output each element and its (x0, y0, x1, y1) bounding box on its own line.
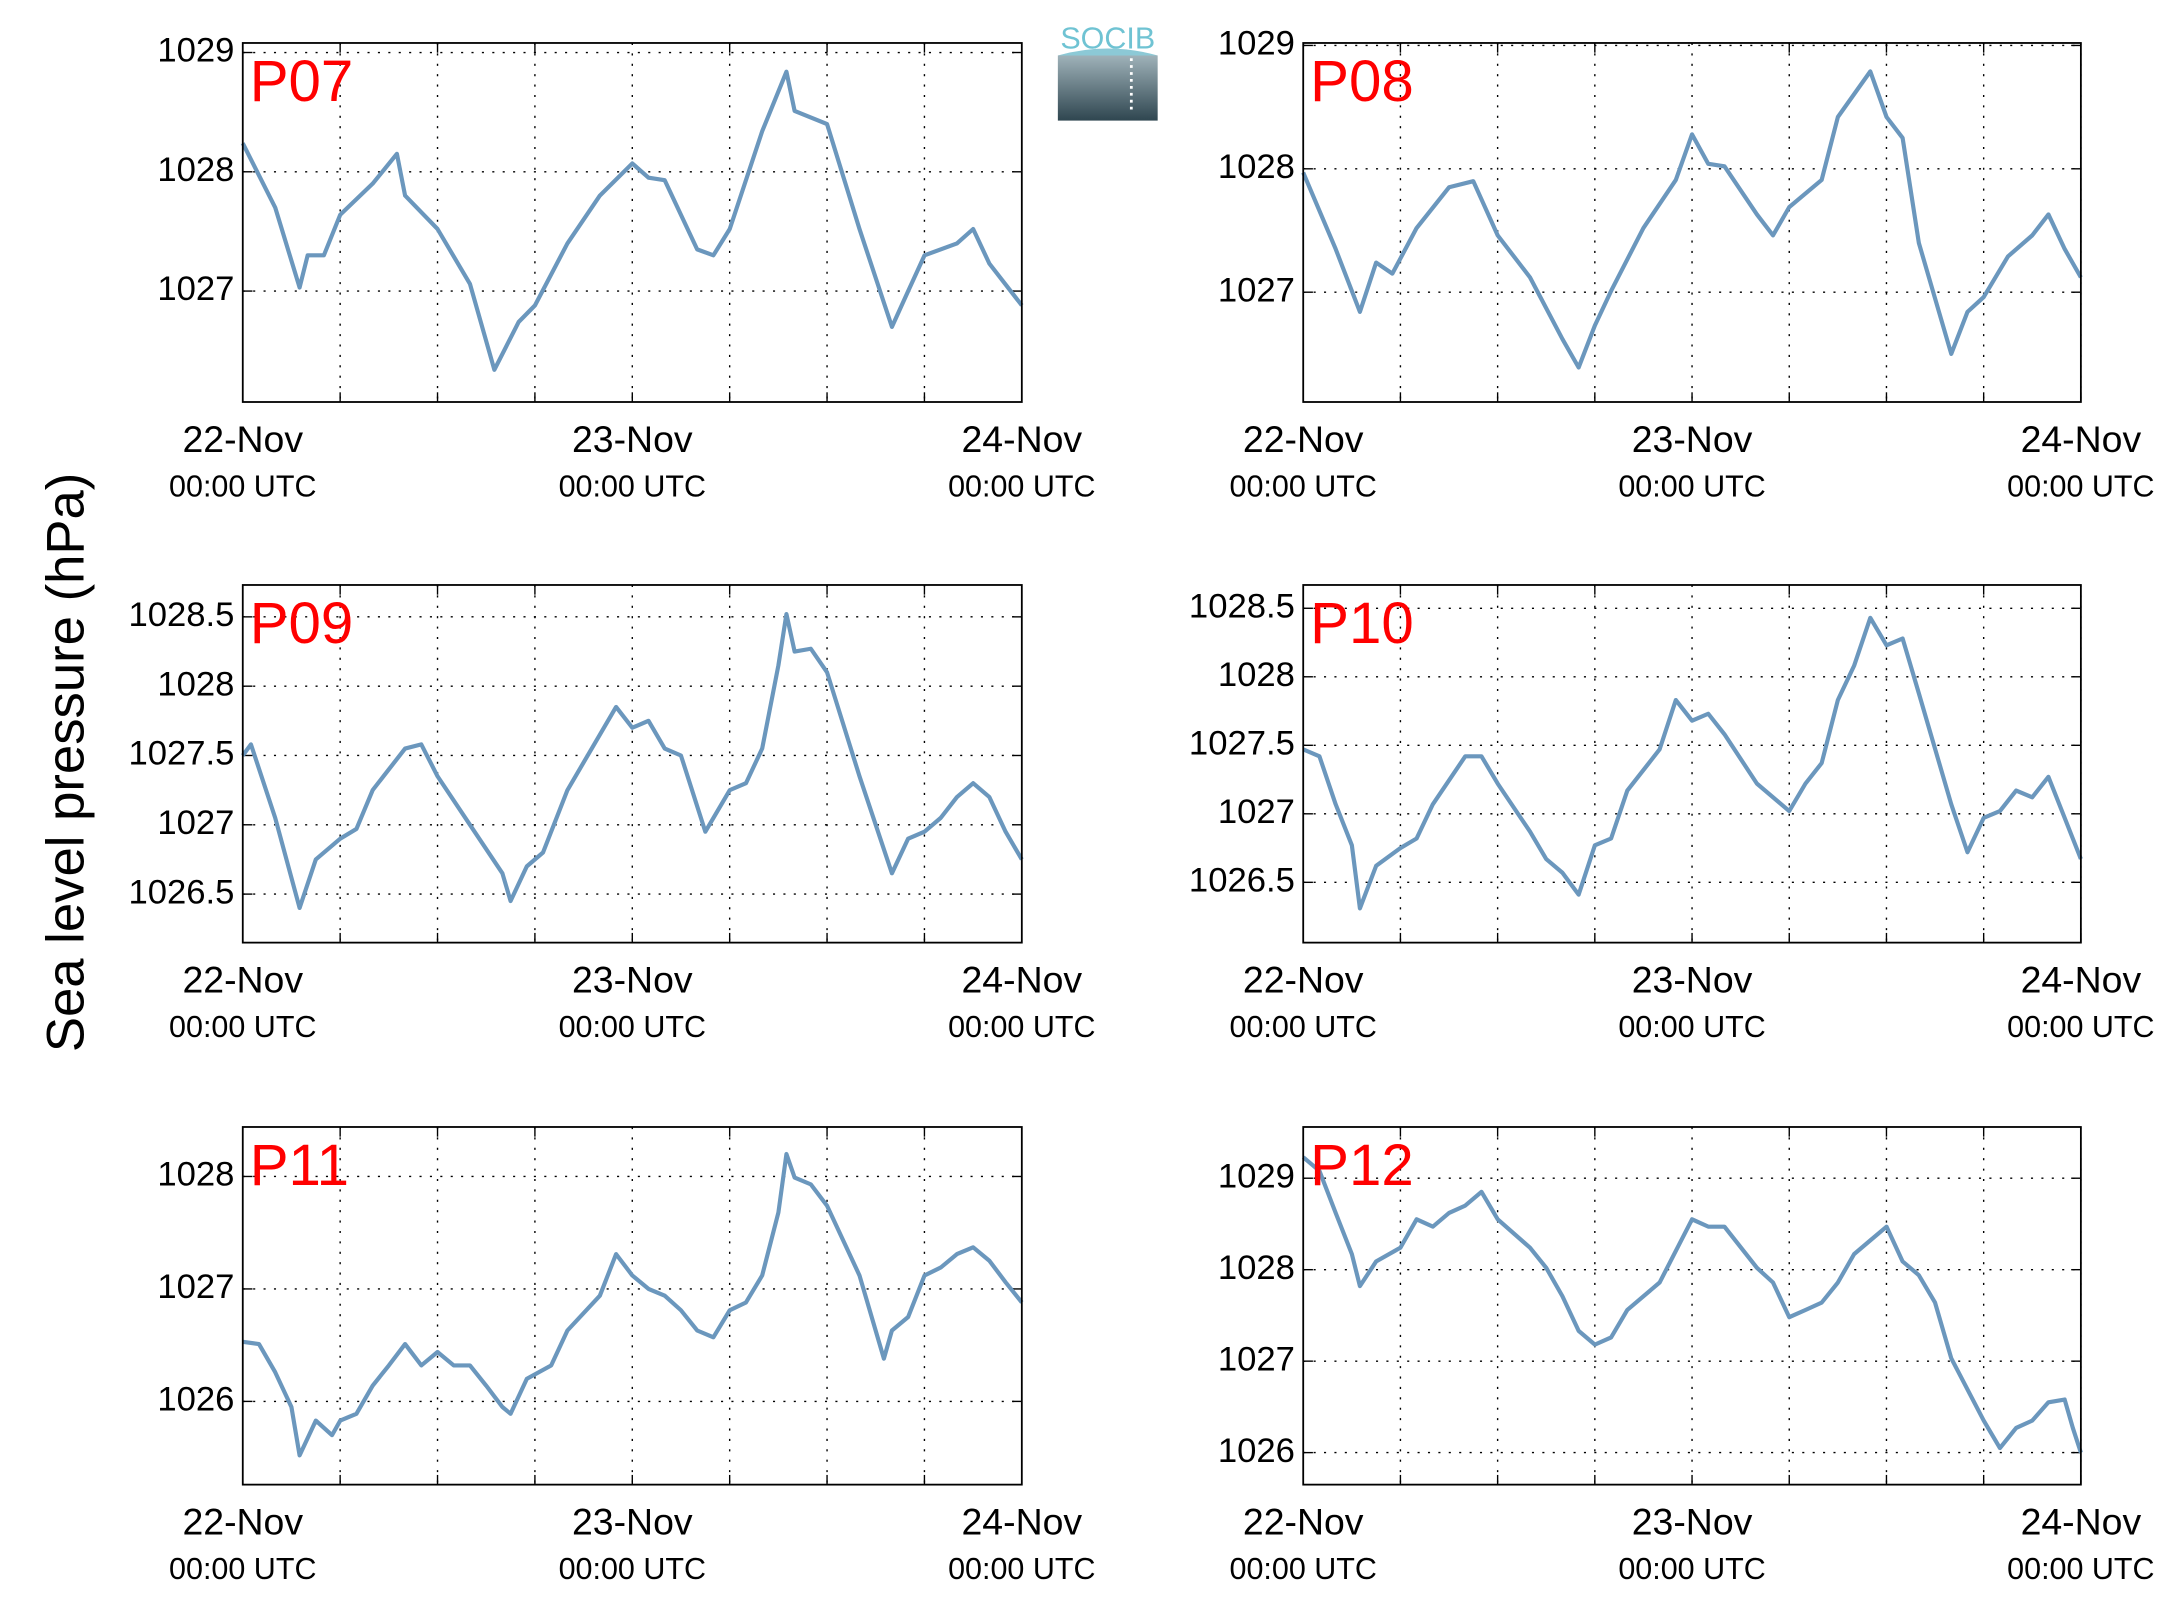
plot-frame (241, 584, 1023, 944)
y-tick-label: 1026 (157, 1381, 234, 1419)
y-tick-label: 1028.5 (128, 596, 234, 634)
x-tick-label: 24-Nov (2021, 418, 2142, 460)
logo-box (1057, 55, 1158, 121)
x-tick-sublabel: 00:00 UTC (2007, 1552, 2154, 1586)
plot-frame (241, 1126, 1023, 1486)
series-line (242, 1151, 1024, 1458)
panel-title: P12 (1310, 1133, 1414, 1198)
y-axis-label: Sea level pressure (hPa) (36, 473, 95, 1053)
x-tick-sublabel: 00:00 UTC (948, 1552, 1095, 1586)
x-tick-sublabel: 00:00 UTC (169, 469, 316, 503)
panel-title: P09 (250, 591, 354, 656)
x-tick-sublabel: 00:00 UTC (559, 1552, 706, 1586)
x-tick-sublabel: 00:00 UTC (948, 469, 1095, 503)
y-tick-label: 1027.5 (128, 735, 234, 773)
x-tick-sublabel: 00:00 UTC (1230, 1552, 1377, 1586)
plot-area (1303, 42, 2081, 402)
logo-wave (1057, 48, 1158, 56)
series-line (1302, 615, 2083, 911)
logo-text: SOCIB (1060, 22, 1155, 56)
y-tick-label: 1027 (157, 270, 234, 308)
series-line (1301, 1155, 2083, 1454)
y-tick-label: 1028 (1218, 656, 1295, 694)
plot-frame (1302, 1126, 2082, 1486)
panel: 1026 1027 1028 1029 22-Nov 00:00 UTC 23-Nov 00:… (1218, 1126, 2155, 1586)
x-tick-label: 24-Nov (2021, 959, 2142, 1001)
x-tick-label: 24-Nov (2021, 1501, 2142, 1543)
y-tick-label: 1027 (1218, 271, 1295, 309)
y-tick-label: 1029 (1218, 25, 1295, 63)
series-line (1301, 69, 2083, 370)
x-tick-sublabel: 00:00 UTC (948, 1010, 1095, 1044)
x-tick-sublabel: 00:00 UTC (2007, 469, 2154, 503)
x-tick-sublabel: 00:00 UTC (1618, 1010, 1765, 1044)
y-tick-label: 1027.5 (1189, 724, 1295, 762)
x-tick-label: 23-Nov (572, 418, 693, 460)
x-tick-sublabel: 00:00 UTC (2007, 1010, 2154, 1044)
panel-title: P08 (1310, 49, 1414, 114)
y-tick-label: 1029 (157, 32, 234, 70)
x-tick-label: 23-Nov (1632, 959, 1753, 1001)
x-tick-sublabel: 00:00 UTC (1230, 1010, 1377, 1044)
x-tick-label: 22-Nov (182, 418, 303, 460)
y-tick-label: 1028.5 (1189, 587, 1295, 625)
plot-area (242, 42, 1022, 402)
panel: 1027 1028 1029 22-Nov 00:00 UTC 23-Nov 00:00 U… (157, 32, 1095, 504)
panel-title: P10 (1310, 591, 1414, 656)
panel: 1027 1028 1029 22-Nov 00:00 UTC 23-Nov 00:00 U… (1218, 25, 2155, 504)
plot-frame (1302, 42, 2082, 403)
x-tick-sublabel: 00:00 UTC (1230, 469, 1377, 503)
x-tick-label: 23-Nov (1632, 418, 1753, 460)
panel-title: P11 (250, 1133, 349, 1198)
x-tick-label: 22-Nov (182, 1501, 303, 1543)
x-tick-sublabel: 00:00 UTC (169, 1552, 316, 1586)
x-tick-label: 22-Nov (1243, 1501, 1364, 1543)
logo: SOCIB (1057, 22, 1158, 121)
panel: 1026.5 1027 1027.5 1028 1028.5 22-Nov 00:00 UT… (128, 584, 1096, 1044)
y-tick-label: 1027 (157, 1268, 234, 1306)
y-tick-label: 1027 (1218, 793, 1295, 831)
y-tick-label: 1028 (157, 151, 234, 189)
y-tick-label: 1026.5 (1189, 861, 1295, 899)
x-tick-label: 24-Nov (962, 959, 1083, 1001)
y-tick-label: 1026 (1218, 1432, 1295, 1470)
series-line (240, 69, 1024, 372)
x-tick-sublabel: 00:00 UTC (559, 469, 706, 503)
x-tick-label: 22-Nov (182, 959, 303, 1001)
x-tick-label: 23-Nov (572, 959, 693, 1001)
x-tick-label: 22-Nov (1243, 418, 1364, 460)
panel: 1026 1027 1028 22-Nov 00:00 UTC 23-Nov 00:00 U… (157, 1126, 1096, 1586)
x-tick-sublabel: 00:00 UTC (1618, 1552, 1765, 1586)
series-line (241, 612, 1024, 911)
x-tick-sublabel: 00:00 UTC (1618, 469, 1765, 503)
plot-frame (241, 42, 1023, 403)
y-tick-label: 1027 (157, 804, 234, 842)
y-tick-label: 1028 (1218, 148, 1295, 186)
y-tick-label: 1029 (1218, 1157, 1295, 1195)
panel: 1026.5 1027 1027.5 1028 1028.5 22-Nov 00:00 UT… (1189, 584, 2155, 1044)
plot-frame (1302, 584, 2082, 944)
panel-title: P07 (250, 49, 354, 114)
x-tick-sublabel: 00:00 UTC (559, 1010, 706, 1044)
y-tick-label: 1026.5 (128, 873, 234, 911)
x-tick-label: 22-Nov (1243, 959, 1364, 1001)
x-tick-sublabel: 00:00 UTC (169, 1010, 316, 1044)
y-tick-label: 1028 (1218, 1249, 1295, 1287)
y-tick-label: 1027 (1218, 1340, 1295, 1378)
x-tick-label: 23-Nov (572, 1501, 693, 1543)
y-tick-label: 1028 (157, 665, 234, 703)
y-tick-label: 1028 (157, 1156, 234, 1194)
x-tick-label: 23-Nov (1632, 1501, 1753, 1543)
x-tick-label: 24-Nov (962, 1501, 1083, 1543)
x-tick-label: 24-Nov (962, 418, 1083, 460)
